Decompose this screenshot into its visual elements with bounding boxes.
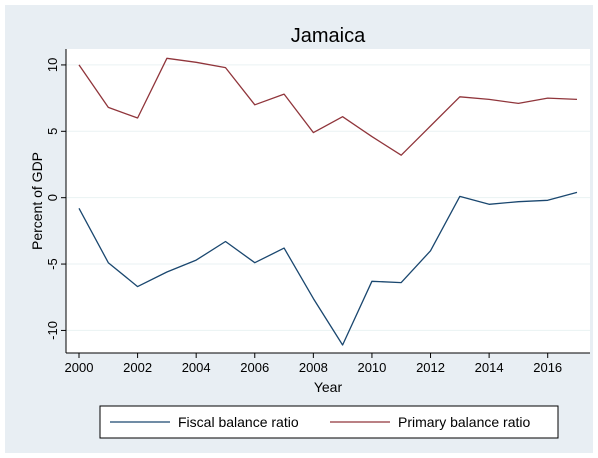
chart-background: Jamaica 10 5 0 -5 -10 2000 2002 2004 2006 2008 20… (5, 5, 593, 453)
series-line-primary (78, 57, 578, 156)
x-tick-label: 2010 (357, 360, 386, 375)
x-tick-label: 2008 (299, 360, 328, 375)
x-tick-label: 2006 (240, 360, 269, 375)
legend: Fiscal balance ratio Primary balance rat… (99, 405, 559, 439)
plot-area (66, 49, 590, 353)
x-axis-label: Year (314, 379, 343, 395)
legend-label-fiscal: Fiscal balance ratio (178, 414, 299, 430)
series-lines (78, 57, 578, 346)
series-line-fiscal (78, 191, 578, 346)
x-axis: 2000 2002 2004 2006 2008 2010 2012 2014 2016 (65, 352, 590, 375)
x-tick-label: 2016 (533, 360, 562, 375)
y-tick-label: -10 (45, 321, 60, 340)
x-tick-label: 2000 (65, 360, 94, 375)
y-tick-label: 10 (45, 58, 60, 72)
y-tick-label: 0 (45, 194, 60, 201)
y-tick-label: 5 (45, 128, 60, 135)
gridlines (66, 64, 590, 331)
y-axis-label: Percent of GDP (29, 152, 45, 250)
y-axis: 10 5 0 -5 -10 (45, 49, 67, 353)
x-tick-label: 2012 (416, 360, 445, 375)
x-tick-label: 2004 (182, 360, 211, 375)
legend-label-primary: Primary balance ratio (398, 414, 530, 430)
x-tick-label: 2002 (123, 360, 152, 375)
x-tick-label: 2014 (475, 360, 504, 375)
y-tick-label: -5 (45, 258, 60, 270)
legend-box (99, 405, 559, 439)
chart-title: Jamaica (291, 25, 366, 47)
